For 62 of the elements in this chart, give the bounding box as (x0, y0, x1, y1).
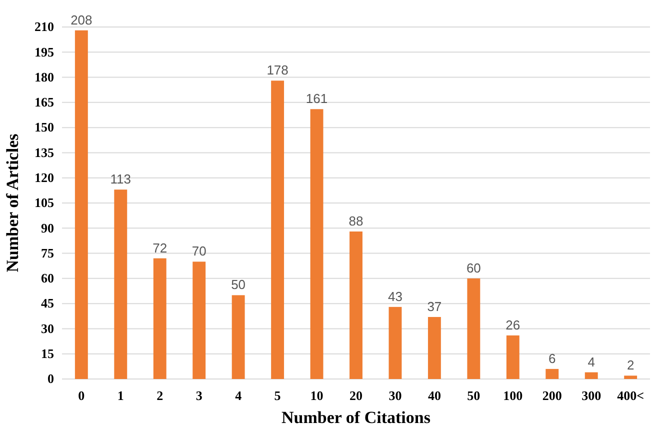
x-tick-label: 20 (350, 388, 362, 404)
data-label: 208 (70, 12, 92, 28)
y-tick-label: 165 (34, 94, 54, 110)
y-tick-label: 90 (41, 220, 54, 236)
data-label: 43 (388, 288, 402, 304)
data-label: 72 (152, 240, 168, 256)
x-tick-label: 4 (235, 388, 242, 404)
bar (350, 231, 362, 379)
data-label: 113 (110, 172, 132, 187)
data-label: 161 (306, 91, 328, 106)
data-label: 6 (548, 350, 556, 366)
x-axis-title: Number of Citations (282, 408, 431, 427)
bar (192, 262, 206, 379)
x-tick-label: 1 (117, 388, 124, 404)
y-tick-label: 210 (34, 19, 54, 34)
x-tick-label: 100 (503, 388, 523, 404)
x-tick-label: 300 (582, 388, 602, 404)
y-tick-label: 45 (41, 296, 54, 311)
y-tick-label: 195 (34, 44, 54, 60)
x-tick-label: 30 (388, 388, 402, 404)
bar (114, 190, 128, 379)
bar (271, 80, 284, 379)
y-tick-label: 150 (34, 120, 54, 135)
bar (546, 368, 559, 379)
data-label: 4 (588, 354, 595, 370)
data-label: 60 (466, 260, 481, 276)
y-tick-label: 60 (41, 270, 54, 286)
y-tick-label: 135 (34, 144, 54, 160)
x-tick-label: 3 (196, 388, 203, 404)
bar (74, 30, 88, 379)
bar (153, 258, 166, 379)
bar (388, 306, 402, 379)
bar (310, 109, 324, 379)
data-label: 26 (506, 317, 520, 332)
x-tick-label: 40 (428, 388, 441, 404)
bar (506, 335, 520, 379)
bar (467, 278, 480, 379)
y-tick-label: 0 (48, 371, 54, 386)
data-label: 178 (266, 62, 288, 78)
y-axis-title: Number of Articles (3, 133, 22, 272)
x-tick-label: 0 (78, 388, 85, 404)
bar (624, 376, 638, 379)
x-tick-label: 200 (542, 388, 562, 404)
y-tick-label: 105 (34, 195, 54, 210)
x-tick-label: 5 (274, 388, 282, 404)
y-tick-label: 180 (34, 69, 54, 84)
x-tick-label: 50 (467, 388, 480, 404)
y-tick-label: 120 (34, 170, 54, 186)
data-label: 70 (192, 244, 206, 259)
data-label: 50 (231, 277, 246, 292)
x-tick-label: 2 (156, 388, 164, 404)
x-tick-label: 10 (310, 388, 324, 404)
data-label: 2 (626, 358, 634, 373)
x-tick-label: 400< (617, 388, 644, 404)
y-tick-label: 75 (41, 245, 54, 260)
bar (232, 295, 245, 379)
bar (428, 316, 441, 379)
y-tick-label: 15 (41, 346, 54, 362)
data-label: 88 (348, 213, 364, 228)
bar (584, 372, 598, 379)
y-tick-label: 30 (41, 320, 54, 336)
data-label: 37 (427, 298, 442, 314)
